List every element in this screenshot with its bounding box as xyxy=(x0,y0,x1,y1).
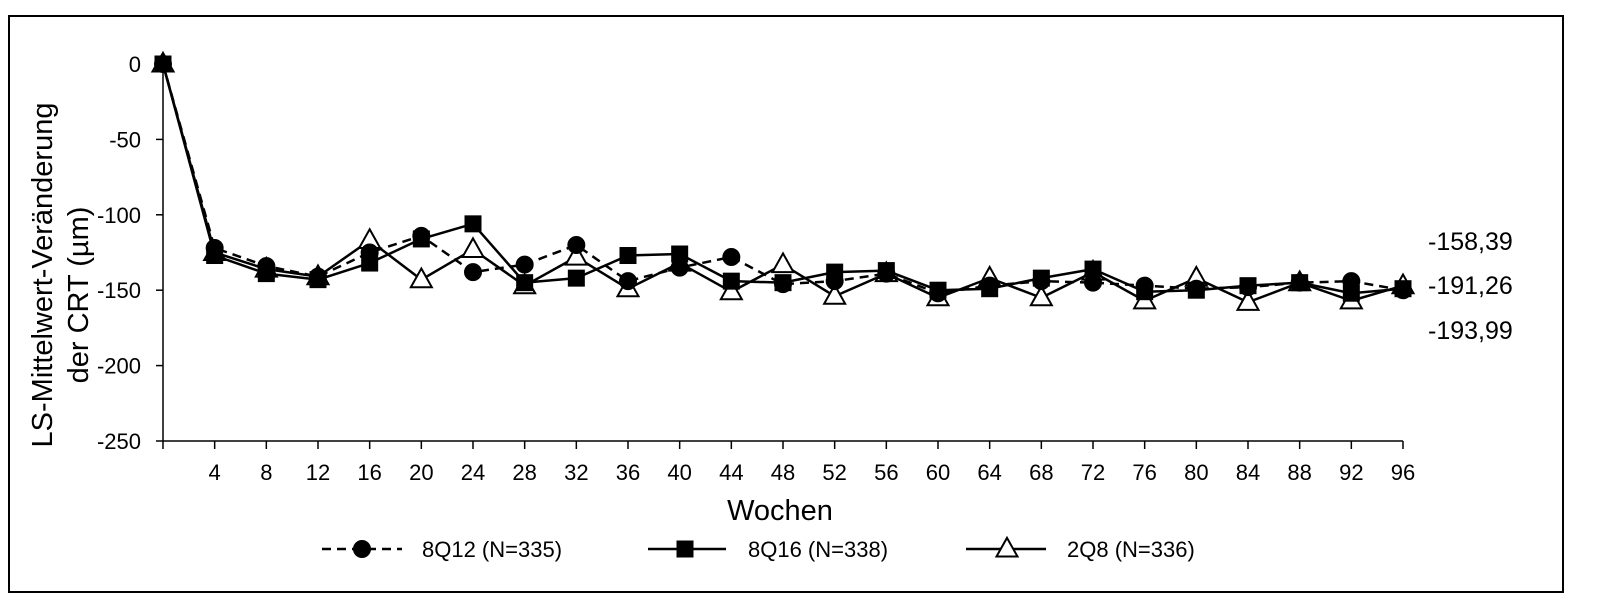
x-tick-label: 20 xyxy=(409,460,433,485)
x-tick-label: 72 xyxy=(1081,460,1105,485)
data-point-circle xyxy=(257,257,276,276)
x-tick-label: 84 xyxy=(1236,460,1260,485)
data-point-square xyxy=(676,540,694,558)
data-point-triangle xyxy=(460,236,486,259)
x-tick-label: 52 xyxy=(822,460,846,485)
figure-frame xyxy=(8,15,1564,593)
y-axis-title-line-2: der CRT (µm) xyxy=(63,207,95,384)
y-tick-label: -250 xyxy=(97,429,141,454)
data-point-triangle xyxy=(1235,289,1261,311)
legend: 8Q12 (N=335) 8Q16 (N=338) 2Q8 (N=336) xyxy=(322,535,1195,562)
data-point-square xyxy=(619,247,637,265)
x-tick-label: 56 xyxy=(874,460,898,485)
x-tick-label: 36 xyxy=(616,460,640,485)
x-tick-label: 32 xyxy=(564,460,588,485)
annotation-value: -193,99 xyxy=(1428,317,1513,345)
y-tick-label: -100 xyxy=(97,203,141,228)
data-point-circle xyxy=(1290,273,1309,292)
legend-label: 8Q16 (N=338) xyxy=(748,537,888,562)
data-point-circle xyxy=(1187,279,1206,298)
y-axis-title: LS-Mittelwert-Veränderung der CRT (µm) xyxy=(27,103,95,448)
data-point-circle xyxy=(464,263,482,282)
end-value-annotations: -158,39 -191,26 -193,99 xyxy=(1428,228,1513,345)
y-axis-title-line-1: LS-Mittelwert-Veränderung xyxy=(27,103,59,448)
data-point-triangle xyxy=(994,535,1020,558)
data-point-triangle xyxy=(409,266,434,289)
data-point-circle xyxy=(670,258,689,277)
data-point-circle xyxy=(1084,273,1102,292)
y-tick-label: -200 xyxy=(97,354,141,379)
x-tick-label: 44 xyxy=(719,460,743,485)
x-tick-label: 12 xyxy=(306,460,330,485)
data-point-circle xyxy=(722,248,741,267)
data-point-circle xyxy=(515,255,534,274)
data-point-square xyxy=(722,272,740,290)
data-point-circle xyxy=(567,235,586,254)
data-point-circle xyxy=(1342,272,1361,291)
x-tick-label: 88 xyxy=(1287,460,1311,485)
data-point-triangle xyxy=(564,243,589,266)
data-point-square xyxy=(516,274,534,292)
x-tick-label: 16 xyxy=(357,460,381,485)
x-tick-label: 48 xyxy=(771,460,795,485)
data-point-circle xyxy=(309,267,327,286)
data-point-triangle xyxy=(719,278,744,301)
y-tick-label: -50 xyxy=(109,127,141,152)
data-point-circle xyxy=(353,540,371,558)
data-point-triangle xyxy=(822,283,847,305)
annotation-value: -158,39 xyxy=(1428,228,1513,256)
x-tick-label: 92 xyxy=(1339,460,1363,485)
data-point-circle xyxy=(1032,272,1051,291)
data-point-circle xyxy=(1135,276,1154,295)
x-tick-label: 28 xyxy=(512,460,536,485)
annotation-value: -191,26 xyxy=(1428,272,1513,300)
x-axis-title: Wochen xyxy=(727,495,833,527)
data-point-circle xyxy=(825,272,844,291)
legend-item: 2Q8 (N=336) xyxy=(966,535,1195,562)
legend-label: 8Q12 (N=335) xyxy=(422,537,562,562)
y-tick-label: -150 xyxy=(97,278,141,303)
series-layer xyxy=(150,50,1416,311)
x-tick-label: 40 xyxy=(667,460,691,485)
data-point-circle xyxy=(205,238,224,257)
data-point-square xyxy=(464,215,482,233)
x-tick-label: 4 xyxy=(209,460,221,485)
legend-item: 8Q16 (N=338) xyxy=(648,537,888,562)
data-point-circle xyxy=(360,243,379,262)
data-point-circle xyxy=(980,276,999,295)
data-point-circle xyxy=(619,272,637,291)
y-tick-label: 0 xyxy=(129,52,141,77)
legend-label: 2Q8 (N=336) xyxy=(1067,537,1195,562)
data-point-triangle xyxy=(1029,284,1054,307)
data-point-circle xyxy=(877,264,896,283)
legend-item: 8Q12 (N=335) xyxy=(322,537,562,562)
x-tick-label: 96 xyxy=(1391,460,1415,485)
x-tick-label: 76 xyxy=(1132,460,1156,485)
x-tick-label: 80 xyxy=(1184,460,1208,485)
data-point-circle xyxy=(412,226,431,245)
x-tick-label: 64 xyxy=(977,460,1001,485)
x-tick-label: 24 xyxy=(461,460,485,485)
data-point-triangle xyxy=(770,251,796,274)
data-point-circle xyxy=(1394,281,1412,300)
data-point-circle xyxy=(774,275,792,294)
x-tick-label: 8 xyxy=(260,460,272,485)
data-point-circle xyxy=(929,284,947,303)
data-point-circle xyxy=(154,55,172,73)
x-tick-label: 60 xyxy=(926,460,950,485)
series-0 xyxy=(154,55,1412,303)
x-tick-label: 68 xyxy=(1029,460,1053,485)
data-point-circle xyxy=(1239,278,1257,297)
data-point-square xyxy=(567,269,585,287)
